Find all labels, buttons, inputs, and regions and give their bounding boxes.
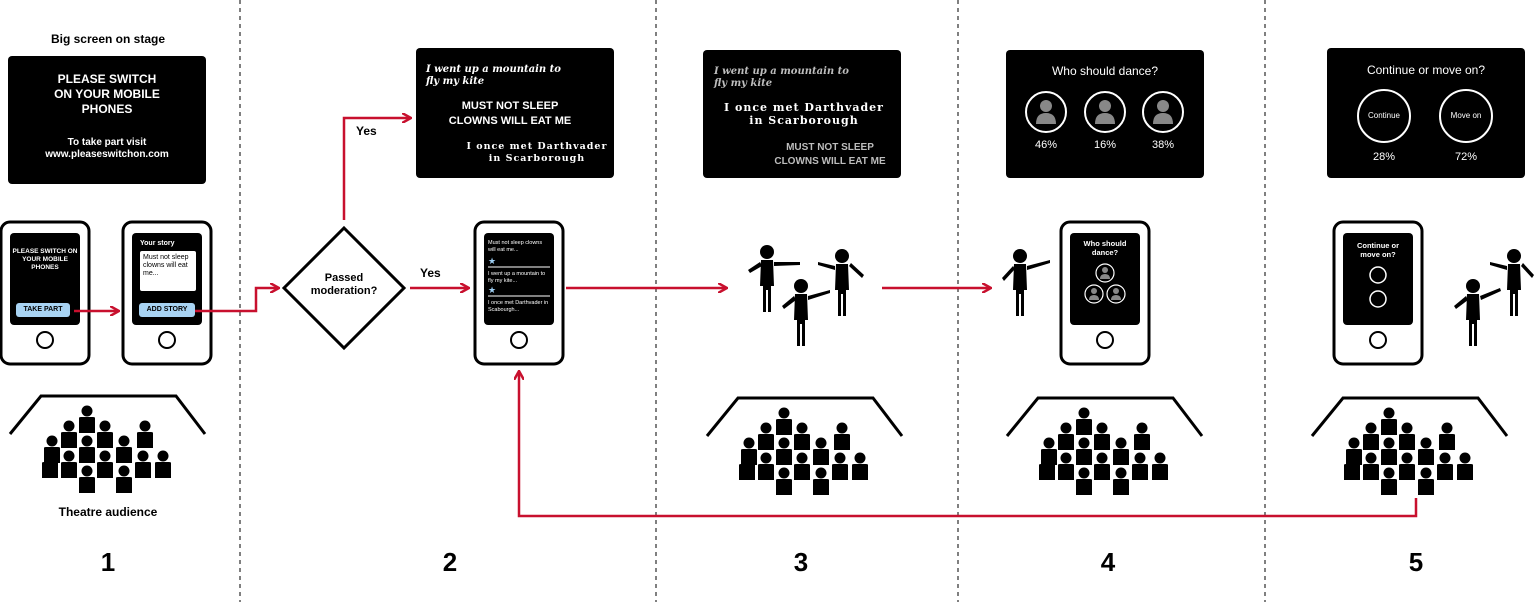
performer-4 [1002,249,1050,316]
story-input[interactable]: Must not sleep clowns will eat me... [140,251,196,291]
add-story-button[interactable]: ADD STORY [139,303,195,317]
take-part-button[interactable]: TAKE PART [16,303,70,317]
svg-text:★: ★ [488,286,496,296]
screen3-darth: I once met Darthvader in Scarborough [724,101,884,127]
phone3-item2[interactable]: I went up a mountain to fly my kite... [488,271,546,284]
phone3-item3[interactable]: I once met Darthvader in Scabourgh... [488,300,549,313]
yes-top-label: Yes [356,124,377,138]
screen3-sleep1: MUST NOT SLEEP [786,142,874,153]
screen3-sleep2: CLOWNS WILL EAT ME [774,156,886,167]
audience-label: Theatre audience [58,505,158,519]
diamond-label: Passed moderation? [310,272,378,297]
screen2-kite: I went up a mountain to fly my kite [426,64,561,87]
screen5-opt1: Continue [1367,111,1401,120]
stage-screen-5 [1327,48,1525,178]
audience-crowd-4 [1039,407,1168,495]
screen5-p1: 28% [1372,151,1396,163]
phone4-title: Who should dance? [1083,239,1127,257]
step-number-5: 5 [1408,547,1424,577]
phone1-text: PLEASE SWITCH ON YOUR MOBILE PHONES [12,248,78,271]
yes-right-label: Yes [420,266,441,280]
step-number-4: 4 [1100,547,1116,577]
phones [0,220,1424,366]
screen2-sleep1: MUST NOT SLEEP [461,100,559,112]
dancer-options [1025,91,1184,133]
screen1-line1: PLEASE SWITCH [57,72,157,86]
step-number-3: 3 [793,547,809,577]
screen1-line2: ON YOUR MOBILE [54,87,160,101]
big-screen-label: Big screen on stage [50,32,166,46]
phone5-options [1369,266,1387,308]
performers-3 [748,245,864,346]
screen1-url: www.pleaseswitchon.com [45,149,169,160]
phone3-list-decor: ★ ★ [488,257,550,297]
screen4-p3: 38% [1151,139,1175,151]
screen5-opt2: Move on [1450,111,1482,120]
step-number-2: 2 [442,547,458,577]
screen2-sleep2: CLOWNS WILL EAT ME [448,115,572,127]
phone3-item1[interactable]: Must not sleep clowns will eat me... [488,240,543,253]
screen4-title: Who should dance? [1051,64,1159,78]
screen5-p2: 72% [1454,151,1478,163]
continue-options [1357,89,1493,143]
performers-5 [1454,249,1534,346]
screen1-line3: PHONES [81,102,133,116]
svg-text:★: ★ [488,257,496,267]
stages [8,394,1509,437]
screen3-kite: I went up a mountain to fly my kite [714,66,849,89]
screen4-p2: 16% [1093,139,1117,151]
audience-crowd-1 [42,405,171,493]
screen5-title: Continue or move on? [1366,63,1486,77]
screen2-darth: I once met Darthvader in Scarborough [466,141,608,164]
stage-screen-3 [703,50,901,178]
stage-screen-2 [416,48,614,178]
moderation-diamond [281,225,407,351]
screen4-p1: 46% [1034,139,1058,151]
step-number-1: 1 [100,547,116,577]
flow-arrows [74,118,1418,518]
stage-screen-1 [8,56,206,184]
audience-crowd-5 [1344,407,1473,495]
audience-crowd-3 [739,407,868,495]
phone5-title: Continue or move on? [1356,241,1400,259]
phone2-title: Your story [140,240,175,247]
phone4-avatars [1084,263,1126,304]
screen1-visit: To take part visit [67,137,147,148]
